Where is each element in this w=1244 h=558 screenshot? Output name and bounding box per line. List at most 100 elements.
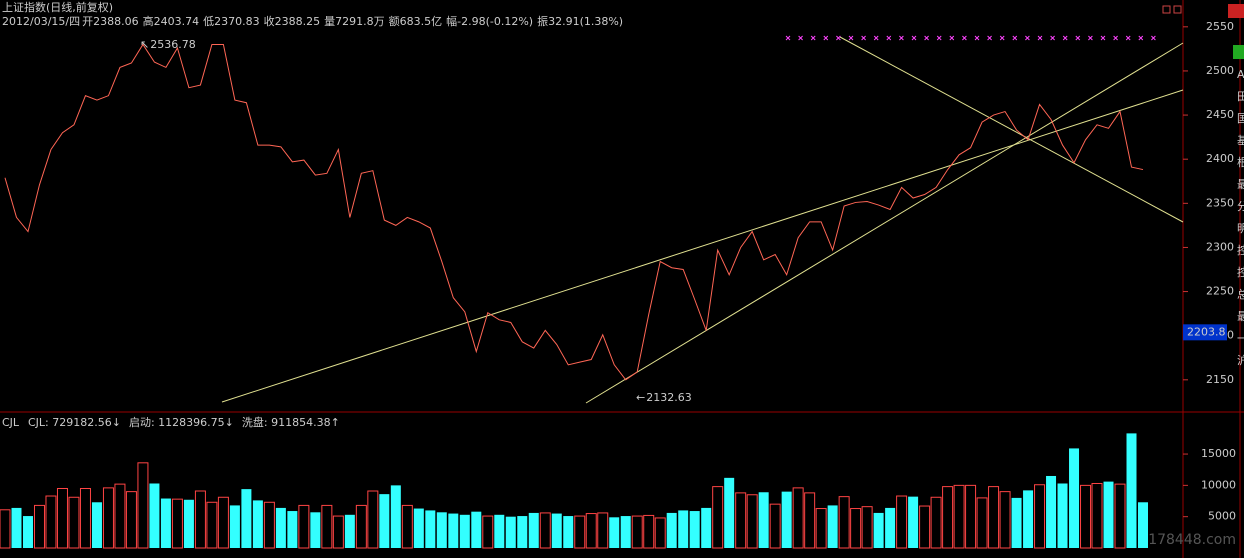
volume-bar bbox=[206, 501, 218, 549]
volume-bar bbox=[1126, 433, 1137, 548]
corner-button[interactable] bbox=[1228, 4, 1244, 18]
volume-bar bbox=[1069, 448, 1080, 548]
volume-bar bbox=[1103, 481, 1114, 548]
icon[interactable] bbox=[1162, 5, 1171, 14]
volume-bar bbox=[22, 516, 33, 548]
field-value: 2388.06 bbox=[93, 15, 139, 28]
volume-bar bbox=[827, 505, 838, 548]
volume-bar bbox=[229, 505, 240, 548]
volume-bar bbox=[183, 499, 194, 548]
volume-bar bbox=[746, 494, 758, 549]
trend-line bbox=[839, 36, 1184, 223]
y-tick-label: 2150 bbox=[1206, 373, 1234, 386]
marker bbox=[836, 35, 841, 41]
field-value: 2403.74 bbox=[154, 15, 200, 28]
field-label: 幅 bbox=[446, 15, 457, 28]
marker bbox=[810, 35, 816, 41]
y-tick-label: 5000 bbox=[1208, 510, 1236, 523]
volume-bar bbox=[1091, 482, 1103, 549]
volume-bar bbox=[815, 508, 827, 549]
volume-bar bbox=[724, 477, 735, 548]
cursor-label: 2203.8 bbox=[1187, 325, 1226, 338]
volume-bar bbox=[1023, 490, 1034, 548]
volume-bar bbox=[689, 511, 700, 548]
volume-name: CJL bbox=[2, 416, 20, 429]
volume-bar bbox=[1080, 484, 1092, 549]
indicator-arrow: ↓ bbox=[225, 416, 234, 429]
volume-bar bbox=[33, 504, 45, 549]
side-text: 国 bbox=[1237, 112, 1244, 125]
volume-bar bbox=[942, 486, 954, 549]
volume-bar bbox=[919, 505, 931, 549]
volume-bar bbox=[79, 488, 91, 549]
side-text: 明 bbox=[1237, 222, 1244, 235]
indicator-value: 洗盘: 911854.38 bbox=[242, 415, 331, 429]
volume-bar bbox=[988, 486, 1000, 549]
volume-bar bbox=[275, 507, 286, 548]
volume-bar bbox=[413, 508, 424, 548]
volume-bar bbox=[217, 496, 229, 549]
volume-bar bbox=[885, 507, 896, 548]
volume-bar bbox=[390, 485, 401, 548]
y-tick-label: 2250 bbox=[1206, 285, 1234, 298]
marker bbox=[924, 35, 929, 41]
volume-bar bbox=[1057, 483, 1068, 548]
annotation: 2132.63 bbox=[646, 391, 692, 404]
field-value: -2.98(-0.12%) bbox=[457, 15, 533, 28]
volume-bar bbox=[850, 508, 862, 549]
y-tick-label: 2400 bbox=[1206, 152, 1234, 165]
marker bbox=[949, 35, 955, 41]
marker bbox=[1100, 35, 1106, 41]
y-tick-label: 15000 bbox=[1201, 447, 1236, 460]
volume-bar bbox=[631, 515, 643, 549]
side-marker bbox=[1233, 45, 1244, 59]
volume-bar bbox=[1114, 483, 1126, 549]
volume-bar bbox=[310, 512, 321, 548]
icon[interactable] bbox=[1173, 5, 1182, 14]
volume-bar bbox=[620, 516, 631, 548]
side-text: 根 bbox=[1237, 155, 1244, 169]
watermark: 178448.com bbox=[1148, 532, 1236, 548]
volume-bar bbox=[263, 501, 275, 549]
field-label: 收 bbox=[264, 14, 275, 28]
marker bbox=[911, 35, 917, 41]
y-tick-label: 2350 bbox=[1206, 196, 1234, 209]
trend-line bbox=[585, 42, 1184, 404]
cursor-box bbox=[1183, 324, 1227, 341]
volume-bar bbox=[999, 491, 1011, 549]
volume-bar bbox=[563, 516, 574, 548]
volume-bar bbox=[355, 504, 367, 549]
volume-bar bbox=[321, 504, 333, 549]
field-label: 量 bbox=[324, 15, 335, 28]
volume-bar bbox=[298, 504, 310, 549]
marker bbox=[886, 35, 892, 41]
volume-bar bbox=[505, 516, 516, 548]
y-tick-label: 10000 bbox=[1201, 478, 1236, 491]
volume-bar bbox=[769, 503, 781, 549]
field-label: 开 bbox=[82, 15, 93, 28]
marker bbox=[987, 35, 992, 41]
volume-bar bbox=[701, 507, 712, 548]
volume-bar bbox=[758, 492, 769, 548]
volume-bar bbox=[137, 462, 149, 549]
side-text: 分 bbox=[1237, 200, 1244, 213]
side-text: 控 bbox=[1237, 243, 1244, 257]
volume-bar bbox=[252, 500, 263, 548]
field-value: 7291.8万 bbox=[335, 15, 385, 28]
volume-bar bbox=[125, 491, 137, 549]
volume-bar bbox=[597, 512, 609, 549]
volume-bar bbox=[367, 490, 379, 549]
side-text: 沪 bbox=[1237, 353, 1244, 367]
side-text: 总 bbox=[1237, 287, 1244, 301]
volume-bar bbox=[965, 484, 977, 549]
volume-bar bbox=[678, 510, 689, 548]
volume-bar bbox=[401, 504, 413, 549]
marker bbox=[1037, 35, 1043, 41]
marker bbox=[1012, 35, 1018, 41]
volume-bar bbox=[539, 512, 551, 549]
volume-bar bbox=[930, 496, 942, 549]
volume-bar bbox=[332, 515, 344, 549]
volume-bar bbox=[56, 488, 68, 549]
volume-bar bbox=[0, 509, 11, 549]
marker bbox=[785, 35, 791, 41]
